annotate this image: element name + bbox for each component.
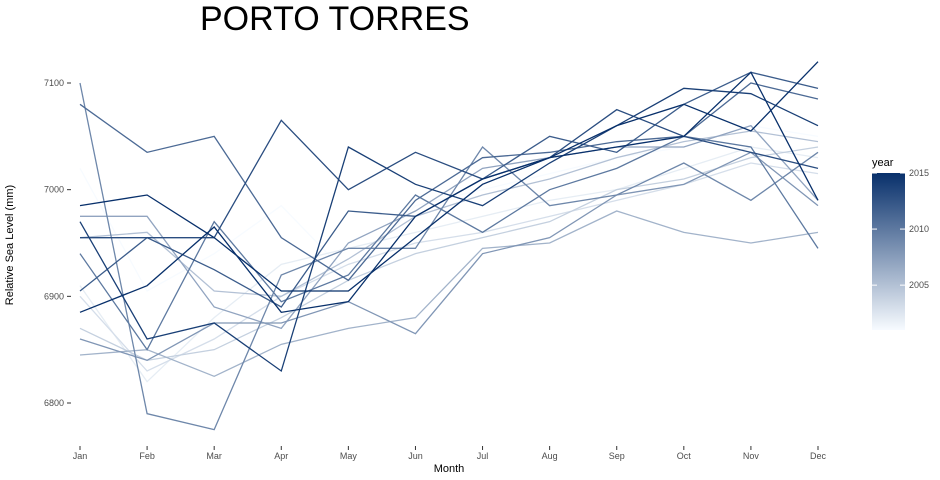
x-tick-label: Sep	[609, 451, 625, 461]
y-axis-title: Relative Sea Level (mm)	[4, 185, 16, 305]
series-line-2007	[80, 124, 819, 330]
legend: year 2005 2010 2015	[872, 157, 929, 330]
series-line-2006	[79, 210, 819, 378]
x-tick-label: Jan	[73, 451, 88, 461]
x-tick-label: May	[340, 451, 358, 461]
plot-lines	[79, 61, 819, 431]
legend-tick-label: 2015	[909, 168, 929, 178]
y-axis: 6800 6900 7000 7100	[44, 78, 71, 408]
legend-colorbar	[872, 173, 905, 330]
x-tick-label: Feb	[139, 451, 155, 461]
x-tick-label: Apr	[274, 451, 288, 461]
x-tick-label: Dec	[810, 451, 827, 461]
legend-ticks: 2005 2010 2015	[872, 168, 929, 290]
series-line-2015	[79, 71, 819, 314]
series-line-2010	[79, 135, 819, 351]
x-tick-label: Aug	[542, 451, 558, 461]
series-line-2008	[79, 151, 819, 362]
y-tick-label: 6800	[44, 398, 64, 408]
x-tick-label: Mar	[206, 451, 222, 461]
legend-tick-label: 2010	[909, 224, 929, 234]
series-line-2002	[79, 146, 819, 383]
x-axis: Jan Feb Mar Apr May Jun Jul Aug Sep Oct Nov Dec	[73, 446, 827, 461]
x-axis-title: Month	[434, 463, 465, 475]
series-line-2003	[79, 162, 819, 372]
y-tick-label: 7100	[44, 78, 64, 88]
series-line-2013	[80, 108, 819, 239]
series-line-2009	[79, 82, 819, 431]
x-tick-label: Jun	[408, 451, 423, 461]
series-line-2005	[79, 130, 819, 297]
chart-title: PORTO TORRES	[200, 0, 470, 38]
x-tick-label: Nov	[743, 451, 760, 461]
series-line-2011	[79, 82, 819, 282]
legend-title: year	[872, 157, 894, 169]
y-tick-label: 6900	[44, 291, 64, 301]
series-line-2004	[79, 146, 819, 362]
series-line-2014	[79, 87, 819, 373]
series-line-2016	[79, 61, 819, 292]
x-tick-label: Jul	[477, 451, 489, 461]
x-tick-label: Oct	[677, 451, 692, 461]
legend-tick-label: 2005	[909, 280, 929, 290]
y-tick-label: 7000	[44, 185, 64, 195]
